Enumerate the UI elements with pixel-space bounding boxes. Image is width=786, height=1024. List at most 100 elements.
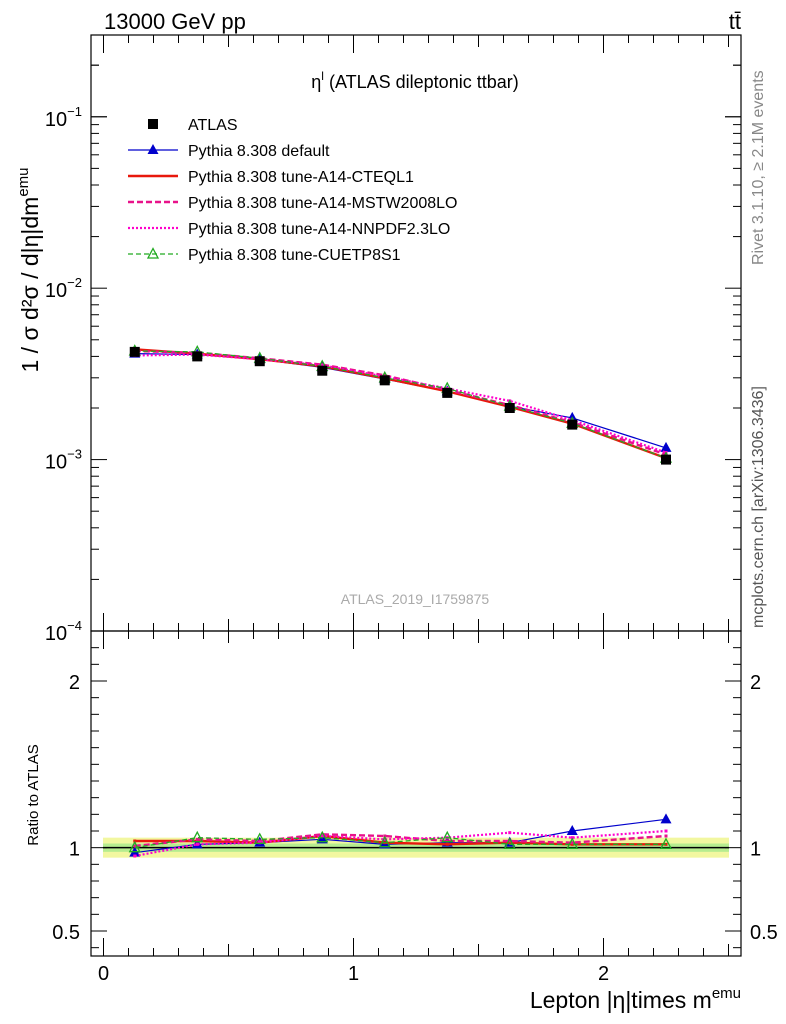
data-point [567, 419, 578, 430]
legend-marker [146, 247, 160, 259]
legend-label: Pythia 8.308 tune-CUETP8S1 [188, 247, 401, 264]
legend-item: ATLAS [148, 117, 238, 134]
ratio-point [566, 837, 579, 849]
y-tick-label: 10−1 [45, 104, 82, 131]
legend: ATLAS Pythia 8.308 default Pythia 8.308 tu… [128, 117, 457, 264]
ratio-point [258, 839, 262, 843]
main-y-ticks: 10−1 10−2 10−3 10−4 [45, 64, 741, 645]
series-line [134, 348, 667, 460]
data-point [129, 346, 140, 357]
ratio-point [445, 842, 449, 846]
data-point [504, 402, 515, 413]
ratio-series-pythia-8-308-tune-cuetp8s1 [128, 830, 673, 853]
mcplots-label: mcplots.cern.ch [arXiv:1306.3436] [750, 386, 767, 628]
ratio-point [508, 839, 512, 843]
ratio-point [566, 825, 578, 835]
main-panel: 10−1 10−2 10−3 10−4 ηl (ATLAS dileptonic tt… [45, 34, 742, 645]
x-tick-label: 2 [598, 963, 609, 985]
ratio-point [570, 841, 574, 845]
legend-label: Pythia 8.308 tune-A14-MSTW2008LO [188, 195, 457, 212]
ratio-point [195, 842, 199, 846]
ratio-point [508, 831, 512, 835]
x-axis-label: Lepton |η|times memu [530, 985, 741, 1013]
ratio-point [445, 839, 449, 843]
ratio-point [133, 844, 137, 848]
ratio-point [258, 841, 262, 845]
x-tick-label: 1 [348, 963, 359, 985]
svg-text:1 / σ d²σ / d|η|dmemu: 1 / σ d²σ / d|η|dmemu [15, 167, 43, 372]
energy-label: 13000 GeV pp [104, 9, 246, 34]
data-point [379, 375, 390, 386]
legend-item: Pythia 8.308 tune-A14-MSTW2008LO [128, 195, 457, 212]
ratio-tick-label: 0.5 [52, 922, 80, 944]
ratio-point [253, 832, 266, 844]
ratio-series-group [128, 813, 673, 858]
ratio-line [134, 833, 667, 848]
data-point [661, 454, 671, 465]
ratio-line [134, 829, 667, 858]
series-line [134, 353, 667, 454]
ratio-point [320, 832, 324, 836]
ratio-point [441, 830, 454, 843]
legend-item: Pythia 8.308 tune-A14-NNPDF2.3LO [128, 221, 450, 238]
data-point [317, 365, 328, 376]
ratio-point [320, 834, 324, 838]
legend-item: Pythia 8.308 tune-CUETP8S1 [128, 247, 401, 264]
ratio-point [316, 833, 328, 844]
data-point [192, 351, 203, 362]
ratio-point [664, 829, 668, 833]
y-tick-label: 10−2 [45, 275, 82, 302]
series-pythia-8-308-default [129, 347, 672, 452]
legend-marker [147, 144, 159, 154]
ratio-tick-label-right: 2 [750, 672, 761, 694]
analysis-watermark: ATLAS_2019_I1759875 [341, 591, 490, 607]
main-x-ticks [103, 35, 729, 631]
x-tick-label: 0 [98, 963, 109, 985]
plot-title: ηl (ATLAS dileptonic ttbar) [311, 69, 518, 92]
main-y-axis-label: 1 / σ d²σ / d|η|dmemu [15, 167, 43, 372]
series-pythia-8-308-tune-a14-nnpdf2-3lo [133, 353, 668, 454]
ratio-point [503, 837, 516, 849]
series-line [134, 350, 667, 459]
series-atlas [129, 346, 671, 465]
ratio-point [664, 834, 668, 838]
data-point [664, 453, 668, 457]
ratio-point [195, 839, 199, 843]
y-tick-label: 10−3 [45, 447, 82, 474]
series-line [134, 349, 667, 456]
data-point [320, 363, 324, 367]
ratio-point [659, 837, 673, 849]
ratio-point [316, 830, 329, 843]
ratio-point [195, 837, 199, 841]
legend-label: ATLAS [188, 117, 238, 134]
ratio-point [191, 830, 204, 843]
rivet-label: Rivet 3.1.10, ≥ 2.1M events [750, 70, 767, 265]
data-point [442, 387, 453, 398]
series-pythia-8-308-tune-a14-mstw2008lo [133, 349, 668, 457]
series-line [134, 353, 667, 449]
legend-item: Pythia 8.308 tune-A14-CTEQL1 [128, 169, 414, 186]
ratio-tick-label-right: 0.5 [750, 922, 778, 944]
legend-marker [148, 119, 158, 129]
legend-label: Pythia 8.308 tune-A14-CTEQL1 [188, 169, 414, 186]
series-pythia-8-308-tune-cuetp8s1 [128, 344, 673, 463]
data-point [254, 356, 265, 367]
legend-item: Pythia 8.308 default [128, 143, 330, 160]
ratio-point [128, 840, 141, 853]
ratio-point [570, 842, 574, 846]
ratio-tick-label: 1 [69, 839, 80, 861]
legend-label: Pythia 8.308 default [188, 143, 330, 160]
ratio-point [133, 854, 137, 858]
ratio-frame [90, 630, 742, 957]
legend-label: Pythia 8.308 tune-A14-NNPDF2.3LO [188, 221, 450, 238]
ratio-y-ticks: 0.5 0.5 1 1 2 2 [52, 647, 778, 949]
ratio-x-ticks: 0 1 2 [98, 631, 729, 985]
y-tick-label: 10−4 [45, 618, 82, 645]
data-point [660, 441, 672, 452]
ratio-point [660, 813, 672, 824]
ratio-point [378, 835, 391, 848]
ratio-panel: 0.5 0.5 1 1 2 2 0 1 2 [52, 630, 778, 985]
process-label: tt̄ [729, 9, 741, 34]
ratio-point [508, 841, 512, 845]
